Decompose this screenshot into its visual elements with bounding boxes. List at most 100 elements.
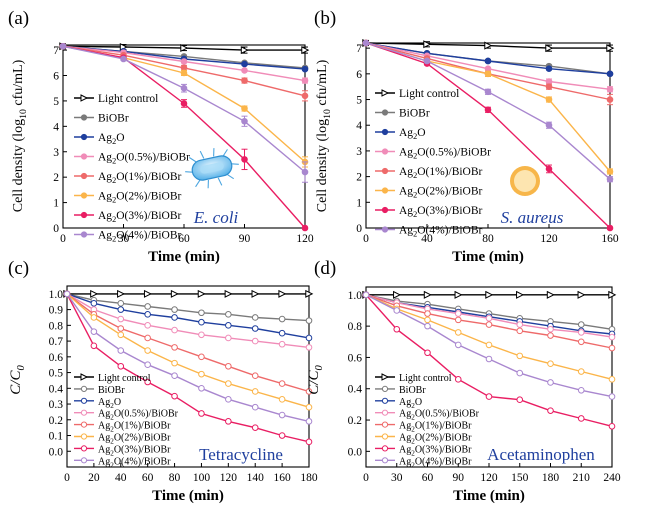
legend-label-pre: Ag [399,433,411,444]
legend-marker [381,397,389,404]
y-axis-label-tail: cfu/mL) [315,59,330,109]
legend-item: Ag2O(2%)/BiOBr [375,186,483,200]
data-point [278,340,286,348]
legend-label: Ag2O(1%)/BiOBr [98,171,182,185]
data-point [545,44,554,53]
y-tick-label: 0.0 [49,446,64,458]
legend-marker [80,211,88,219]
x-tick-label: 0 [64,472,70,484]
data-point [606,175,614,183]
data-point [198,331,205,339]
data-point [301,65,309,73]
data-point [225,311,232,318]
data-point [198,410,205,417]
data-point [120,55,127,63]
y-tick-label: 3 [53,147,59,159]
y-axis-label-main: Cell density (log [315,119,330,212]
series-0 [63,289,314,298]
data-point [305,344,313,351]
data-point [423,57,431,65]
data-point [424,322,431,330]
legend-label: Ag2O(3%)/BiOBr [98,444,171,457]
x-axis-label: Time (min) [148,249,220,265]
legend-label-pre: Light control [98,373,151,384]
legend-label-pre: Ag [399,444,411,455]
legend-label-sub: 2 [110,461,114,469]
legend-label-pre: BiOBr [98,113,129,125]
legend-item: Ag2O [375,127,426,141]
legend-label-sub: 2 [413,152,417,161]
series-0 [362,290,617,299]
data-point [608,290,617,299]
legend-label-pre: Ag [399,421,411,432]
data-point [485,315,493,322]
data-point [198,309,205,317]
data-point [171,372,178,380]
data-point [241,156,248,163]
legend-label-pre: BiOBr [399,385,426,396]
legend-label: Ag2O(2%)/BiOBr [399,433,472,446]
panel-a: (a) 0 30 60 90 120 0 1 2 3 4 5 6 7 Time (min) Cell dens… [8,8,314,265]
x-axis-label: Time (min) [452,249,524,265]
y-tick-label: 0.2 [348,415,363,427]
data-point [117,315,125,323]
y-tick-label: 0.5 [49,368,64,380]
legend-label: Ag2O(0.5%)/BiOBr [98,152,190,166]
legend-label-sub: 2 [411,402,415,410]
data-point [251,314,259,321]
x-tick-label: 180 [542,472,560,484]
legend-label: Ag2O(4%)/BiOBr [98,230,182,244]
data-point [424,310,431,317]
data-point [225,362,232,370]
data-point [577,321,585,328]
y-axis-label: Cell density (log10 cfu/mL) [315,59,333,212]
x-tick-label: 150 [511,472,529,484]
data-point [577,329,585,336]
legend-label-pre: Ag [399,409,411,420]
data-point [180,100,188,107]
data-point [144,361,151,368]
data-point [198,353,205,361]
legend-label: Light control [399,373,452,384]
legend-label-pre: Light control [98,93,158,105]
legend-label-post: O(0.5%)/BiOBr [417,147,491,159]
series-line [66,293,310,408]
legend-label-pre: Ag [399,147,413,159]
data-point [305,418,313,425]
data-point [545,165,553,173]
data-point [484,88,492,96]
data-point [180,58,188,65]
legend-item: BiOBr [74,113,129,125]
y-tick-label: 7 [53,45,59,57]
legend-marker [80,457,88,464]
data-point [577,387,585,394]
legend-item: BiOBr [74,385,125,396]
y-axis-label-sub: 0 [16,365,27,371]
legend-label-sub: 2 [112,196,116,205]
data-point [608,333,616,341]
legend-label-post: O(3%)/BiOBr [116,210,181,222]
legend-item: Ag2O [375,397,422,410]
data-point [516,327,524,335]
data-point [547,379,554,386]
series-line [66,293,310,393]
data-point [90,328,98,335]
y-tick-label: 4 [356,120,362,132]
legend-label: Ag2O(2%)/BiOBr [399,186,483,200]
data-point [278,411,286,419]
legend-label: Ag2O(1%)/BiOBr [399,166,483,180]
y-tick-label: 1 [53,198,59,210]
y-tick-label: 4 [53,121,59,133]
x-tick-label: 0 [363,472,369,484]
data-point [454,310,462,317]
y-tick-label: 0.0 [348,446,363,458]
y-axis-label-main: Cell density (log [11,119,26,212]
series-line [66,293,310,423]
legend-label-pre: Ag [399,186,413,198]
legend-label-post: O(4%)/BiOBr [114,456,171,467]
legend-label-post: O(1%)/BiOBr [116,171,181,183]
x-tick-label: 60 [142,472,154,484]
data-point [547,360,554,367]
x-tick-label: 40 [421,233,433,245]
data-point [516,321,524,328]
